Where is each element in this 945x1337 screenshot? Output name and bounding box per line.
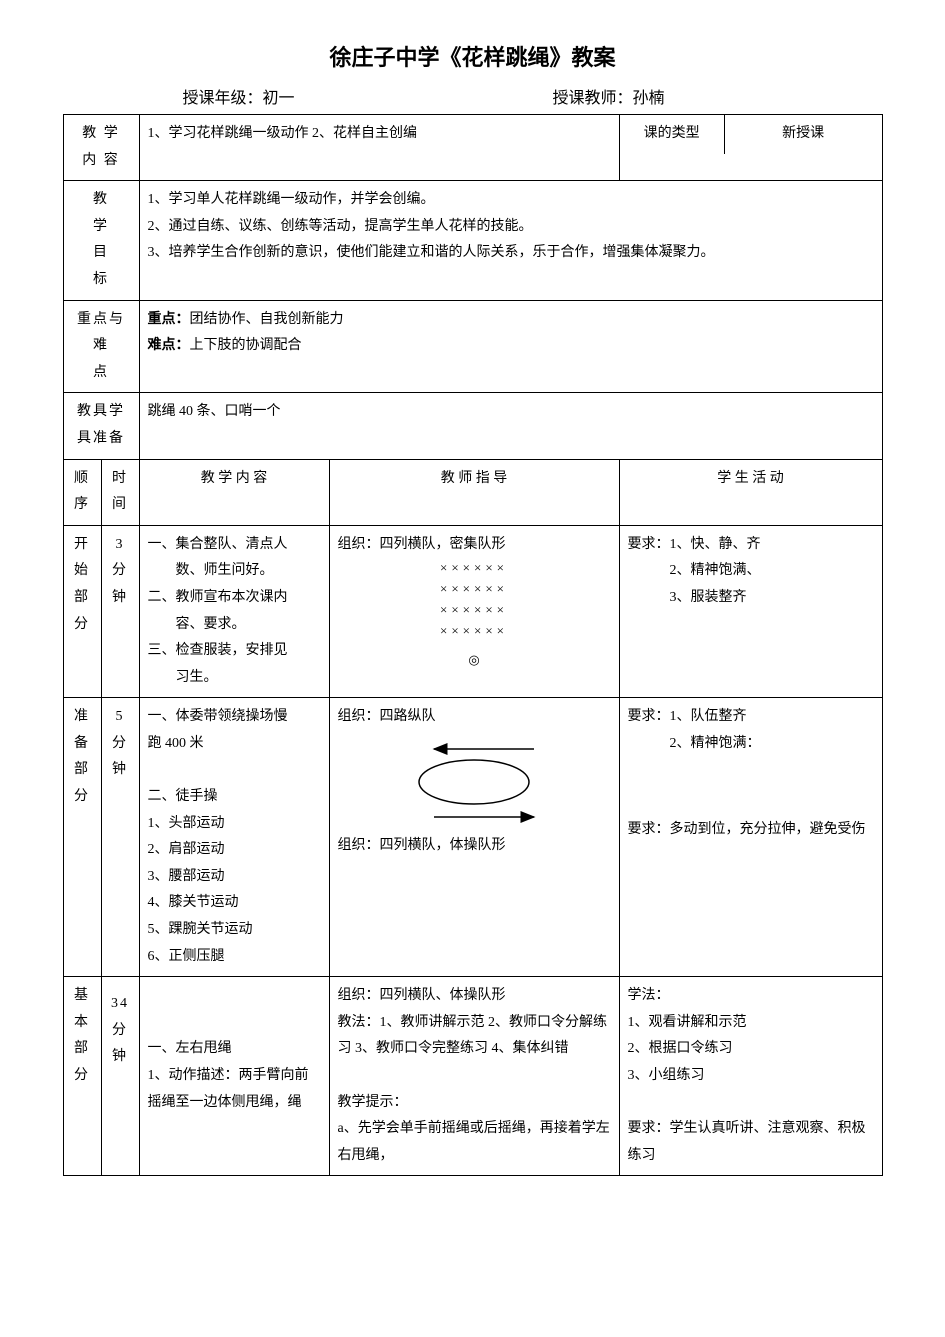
lesson-plan-table: 教 学 内 容 1、学习花样跳绳一级动作 2、花样自主创编 课的类型 新授课 教… — [63, 114, 883, 1176]
hdr-activity: 学 生 活 动 — [619, 459, 882, 525]
start-guide: 组织：四列横队，密集队形 ×××××× ×××××× ×××××× ××××××… — [329, 525, 619, 698]
goal-text: 1、学习单人花样跳绳一级动作，并学会创编。 2、通过自练、议练、创练等活动，提高… — [139, 181, 882, 300]
equip-text: 跳绳 40 条、口哨一个 — [139, 393, 882, 459]
prep-label: 准 备 部 分 — [63, 698, 101, 977]
label-focus: 重点与难 点 — [63, 300, 139, 393]
row-teaching-content: 教 学 内 容 1、学习花样跳绳一级动作 2、花样自主创编 课的类型 新授课 — [63, 115, 882, 181]
content-text: 1、学习花样跳绳一级动作 2、花样自主创编 — [139, 115, 619, 181]
start-label: 开 始 部 分 — [63, 525, 101, 698]
start-time: 3 分 钟 — [101, 525, 139, 698]
prep-activity: 要求：1、队伍整齐 2、精神饱满： 要求：多动到位，充分拉伸，避免受伤 — [619, 698, 882, 977]
hdr-order: 顺 序 — [63, 459, 101, 525]
page-title: 徐庄子中学《花样跳绳》教案 — [63, 40, 883, 72]
hdr-content: 教 学 内 容 — [139, 459, 329, 525]
prep-content: 一、体委带领绕操场慢 跑 400 米 二、徒手操 1、头部运动 2、肩部运动 3… — [139, 698, 329, 977]
row-header: 顺 序 时 间 教 学 内 容 教 师 指 导 学 生 活 动 — [63, 459, 882, 525]
row-section-main: 基 本 部 分 34 分 钟 一、左右甩绳 1、动作描述：两手臂向前摇绳至一边体… — [63, 977, 882, 1176]
prep-time: 5 分 钟 — [101, 698, 139, 977]
main-label: 基 本 部 分 — [63, 977, 101, 1176]
track-diagram-icon — [384, 737, 564, 827]
subhead-row: 授课年级：初一 授课教师：孙楠 — [63, 84, 883, 108]
row-equipment: 教具学 具准备 跳绳 40 条、口哨一个 — [63, 393, 882, 459]
label-equip: 教具学 具准备 — [63, 393, 139, 459]
label-goal: 教 学 目 标 — [63, 181, 139, 300]
main-time: 34 分 钟 — [101, 977, 139, 1176]
start-content: 一、集合整队、清点人 数、师生问好。 二、教师宣布本次课内 容、要求。 三、检查… — [139, 525, 329, 698]
main-content: 一、左右甩绳 1、动作描述：两手臂向前摇绳至一边体侧甩绳，绳 — [139, 977, 329, 1176]
grade-label: 授课年级： — [183, 90, 263, 107]
class-type-value: 新授课 — [724, 115, 881, 154]
main-activity: 学法： 1、观看讲解和示范 2、根据口令练习 3、小组练习 要求：学生认真听讲、… — [619, 977, 882, 1176]
label-content: 教 学 内 容 — [63, 115, 139, 181]
teacher-label: 授课教师： — [553, 90, 633, 107]
row-section-start: 开 始 部 分 3 分 钟 一、集合整队、清点人 数、师生问好。 二、教师宣布本… — [63, 525, 882, 698]
row-section-prep: 准 备 部 分 5 分 钟 一、体委带领绕操场慢 跑 400 米 二、徒手操 1… — [63, 698, 882, 977]
hdr-guide: 教 师 指 导 — [329, 459, 619, 525]
row-goal: 教 学 目 标 1、学习单人花样跳绳一级动作，并学会创编。 2、通过自练、议练、… — [63, 181, 882, 300]
teacher-value: 孙楠 — [633, 90, 665, 107]
grade-value: 初一 — [263, 90, 295, 107]
hdr-time: 时 间 — [101, 459, 139, 525]
formation-diagram: ×××××× ×××××× ×××××× ×××××× ◎ — [338, 558, 611, 670]
start-activity: 要求：1、快、静、齐 2、精神饱满、 3、服装整齐 — [619, 525, 882, 698]
main-guide: 组织：四列横队、体操队形 教法：1、教师讲解示范 2、教师口令分解练习 3、教师… — [329, 977, 619, 1176]
prep-guide: 组织：四路纵队 组织：四列横队，体操队形 — [329, 698, 619, 977]
class-type-label: 课的类型 — [620, 115, 725, 154]
focus-text: 重点：团结协作、自我创新能力 难点：上下肢的协调配合 — [139, 300, 882, 393]
row-focus: 重点与难 点 重点：团结协作、自我创新能力 难点：上下肢的协调配合 — [63, 300, 882, 393]
